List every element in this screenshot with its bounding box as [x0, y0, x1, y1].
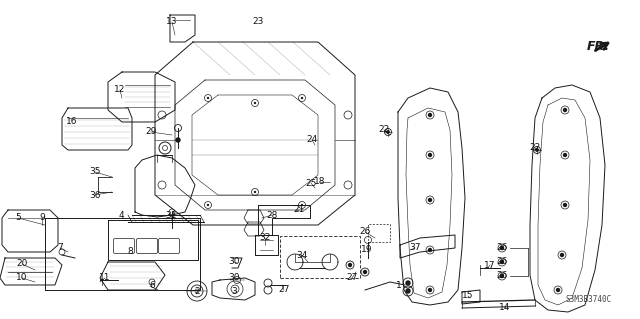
Text: 37: 37	[409, 243, 420, 253]
Text: 30: 30	[228, 257, 240, 266]
Text: 9: 9	[39, 213, 45, 222]
Circle shape	[561, 254, 563, 256]
Text: 22: 22	[529, 144, 541, 152]
Text: 20: 20	[16, 259, 28, 269]
Text: 35: 35	[89, 167, 100, 176]
Text: 31: 31	[165, 211, 177, 219]
Circle shape	[301, 97, 303, 99]
Text: FR.: FR.	[587, 40, 610, 53]
Circle shape	[364, 271, 367, 273]
Text: 3: 3	[231, 286, 237, 295]
Circle shape	[429, 288, 431, 292]
Circle shape	[207, 97, 209, 99]
Circle shape	[563, 204, 566, 206]
Text: 32: 32	[259, 234, 271, 242]
Circle shape	[536, 149, 538, 151]
Text: 12: 12	[115, 85, 125, 94]
Circle shape	[500, 261, 504, 263]
Circle shape	[387, 131, 389, 133]
Text: 7: 7	[57, 243, 63, 253]
Text: 22: 22	[378, 125, 390, 135]
Text: 17: 17	[484, 261, 496, 270]
Circle shape	[207, 204, 209, 206]
Circle shape	[500, 275, 504, 278]
Text: 14: 14	[499, 303, 511, 313]
Text: 18: 18	[314, 177, 326, 187]
Text: 36: 36	[89, 190, 100, 199]
Circle shape	[349, 263, 351, 266]
Text: 27: 27	[346, 273, 358, 283]
Text: 10: 10	[16, 273, 28, 283]
Circle shape	[429, 114, 431, 116]
Text: 29: 29	[145, 128, 157, 137]
Circle shape	[557, 288, 559, 292]
Circle shape	[563, 108, 566, 112]
Text: 34: 34	[296, 250, 308, 259]
Text: 27: 27	[278, 286, 290, 294]
Text: 26: 26	[359, 227, 371, 236]
Circle shape	[563, 153, 566, 157]
Text: 26: 26	[496, 257, 508, 266]
Text: 16: 16	[67, 117, 77, 127]
Text: 6: 6	[149, 280, 155, 290]
Text: 25: 25	[305, 179, 317, 188]
Circle shape	[176, 138, 180, 142]
Text: S3M3B3740C: S3M3B3740C	[565, 295, 611, 305]
Circle shape	[406, 289, 410, 293]
Text: 4: 4	[118, 211, 124, 219]
Circle shape	[429, 153, 431, 157]
Text: 26: 26	[496, 271, 508, 280]
Circle shape	[301, 204, 303, 206]
Text: 2: 2	[194, 286, 200, 295]
Circle shape	[406, 281, 410, 285]
Circle shape	[429, 249, 431, 251]
Text: 30: 30	[228, 273, 240, 283]
Text: 15: 15	[462, 292, 474, 300]
Text: 24: 24	[307, 136, 317, 145]
Text: 1: 1	[396, 280, 402, 290]
Circle shape	[500, 247, 504, 249]
Text: 8: 8	[127, 248, 133, 256]
Text: 19: 19	[361, 246, 372, 255]
Text: 5: 5	[15, 213, 21, 222]
Text: 28: 28	[266, 211, 278, 219]
Circle shape	[254, 191, 256, 193]
Text: 13: 13	[166, 18, 178, 26]
Text: 21: 21	[293, 205, 305, 214]
Text: 23: 23	[252, 18, 264, 26]
Text: 11: 11	[99, 273, 111, 283]
Circle shape	[429, 198, 431, 202]
Text: 26: 26	[496, 243, 508, 253]
Circle shape	[254, 102, 256, 104]
